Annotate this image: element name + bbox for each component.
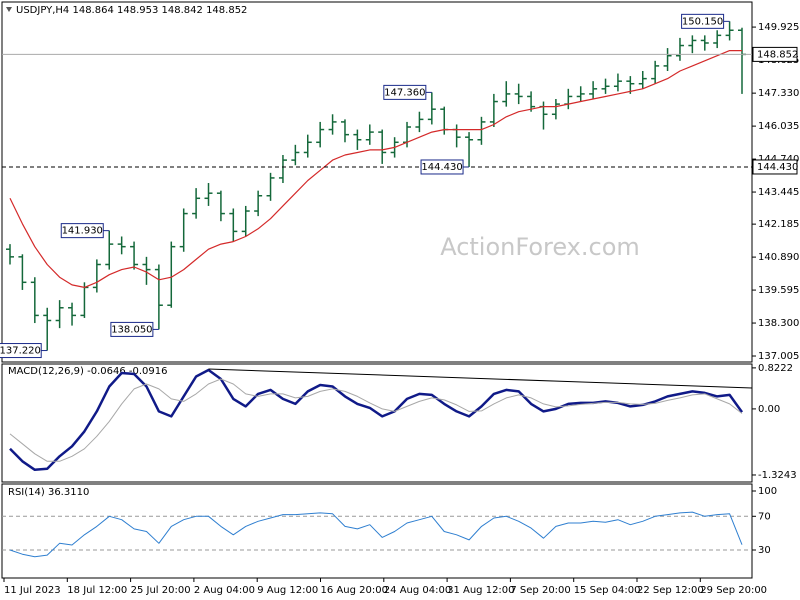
annotation-box	[681, 13, 725, 29]
line-series	[9, 511, 743, 558]
rsi-title: RSI(14) 36.3110	[8, 487, 89, 498]
x-tick-label: 25 Jul 20:00	[131, 585, 191, 596]
x-tick-label: 11 Jul 2023	[4, 585, 61, 596]
x-tick-label: 15 Sep 04:00	[574, 585, 641, 596]
x-tick-label: 7 Sep 20:00	[510, 585, 570, 596]
menu-icon	[6, 7, 12, 12]
x-tick-label: 9 Aug 12:00	[257, 585, 318, 596]
macd-title: MACD(12,26,9) -0.0646 -0.0916	[8, 366, 168, 377]
annotation-box	[60, 223, 104, 239]
plot-area	[2, 21, 752, 351]
annotation-label: 137.220	[0, 346, 41, 357]
annotation-box	[110, 321, 154, 337]
y-tick-label: 140.890	[758, 252, 799, 263]
y-tick-label: 0.8222	[758, 363, 793, 374]
y-tick-label: 100	[758, 486, 777, 497]
x-tick-label: 31 Aug 12:00	[447, 585, 514, 596]
x-tick-label: 22 Sep 12:00	[637, 585, 704, 596]
y-tick-label: 149.925	[758, 22, 799, 33]
panel-border	[1, 483, 753, 579]
line-series	[9, 378, 743, 462]
level-label-box	[752, 159, 798, 175]
annotation-box	[0, 343, 42, 359]
annotation-box	[420, 159, 464, 175]
annotation-box	[383, 84, 427, 100]
y-tick-label: 70	[758, 511, 771, 522]
y-tick-label: 146.035	[758, 121, 799, 132]
line-series	[9, 368, 744, 472]
panel-border	[1, 363, 753, 483]
y-tick-label: 139.595	[758, 285, 799, 296]
price-label: 148.852	[757, 49, 798, 60]
y-tick-label: 137.005	[758, 351, 799, 362]
plot-area	[9, 368, 752, 472]
annotation-label: 138.050	[111, 324, 152, 335]
x-tick-label: 16 Aug 20:00	[321, 585, 388, 596]
plot-area	[2, 511, 752, 558]
annotation-label: 147.360	[384, 87, 425, 98]
x-tick-label: 29 Sep 20:00	[700, 585, 767, 596]
watermark: ActionForex.com	[440, 233, 640, 261]
y-tick-label: 138.300	[758, 318, 799, 329]
x-tick-label: 18 Jul 12:00	[67, 585, 127, 596]
y-tick-label: 0.00	[758, 404, 780, 415]
annotation-label: 150.150	[682, 16, 723, 27]
x-tick-label: 2 Aug 04:00	[194, 585, 255, 596]
annotation-label: 144.430	[421, 162, 462, 173]
y-tick-label: 142.185	[758, 219, 799, 230]
panel-border	[1, 1, 753, 363]
annotation-label: 141.930	[62, 226, 103, 237]
y-tick-label: 30	[758, 545, 771, 556]
line-series	[9, 50, 742, 288]
chart-title: USDJPY,H4 148.864 148.953 148.842 148.85…	[16, 5, 247, 16]
y-tick-label: -1.3243	[758, 470, 797, 481]
level-label: 144.430	[757, 162, 798, 173]
price-label-box	[752, 46, 798, 62]
x-tick-label: 24 Aug 04:00	[384, 585, 451, 596]
y-tick-label: 147.330	[758, 88, 799, 99]
trend-line	[208, 368, 752, 389]
y-tick-label: 143.445	[758, 187, 799, 198]
